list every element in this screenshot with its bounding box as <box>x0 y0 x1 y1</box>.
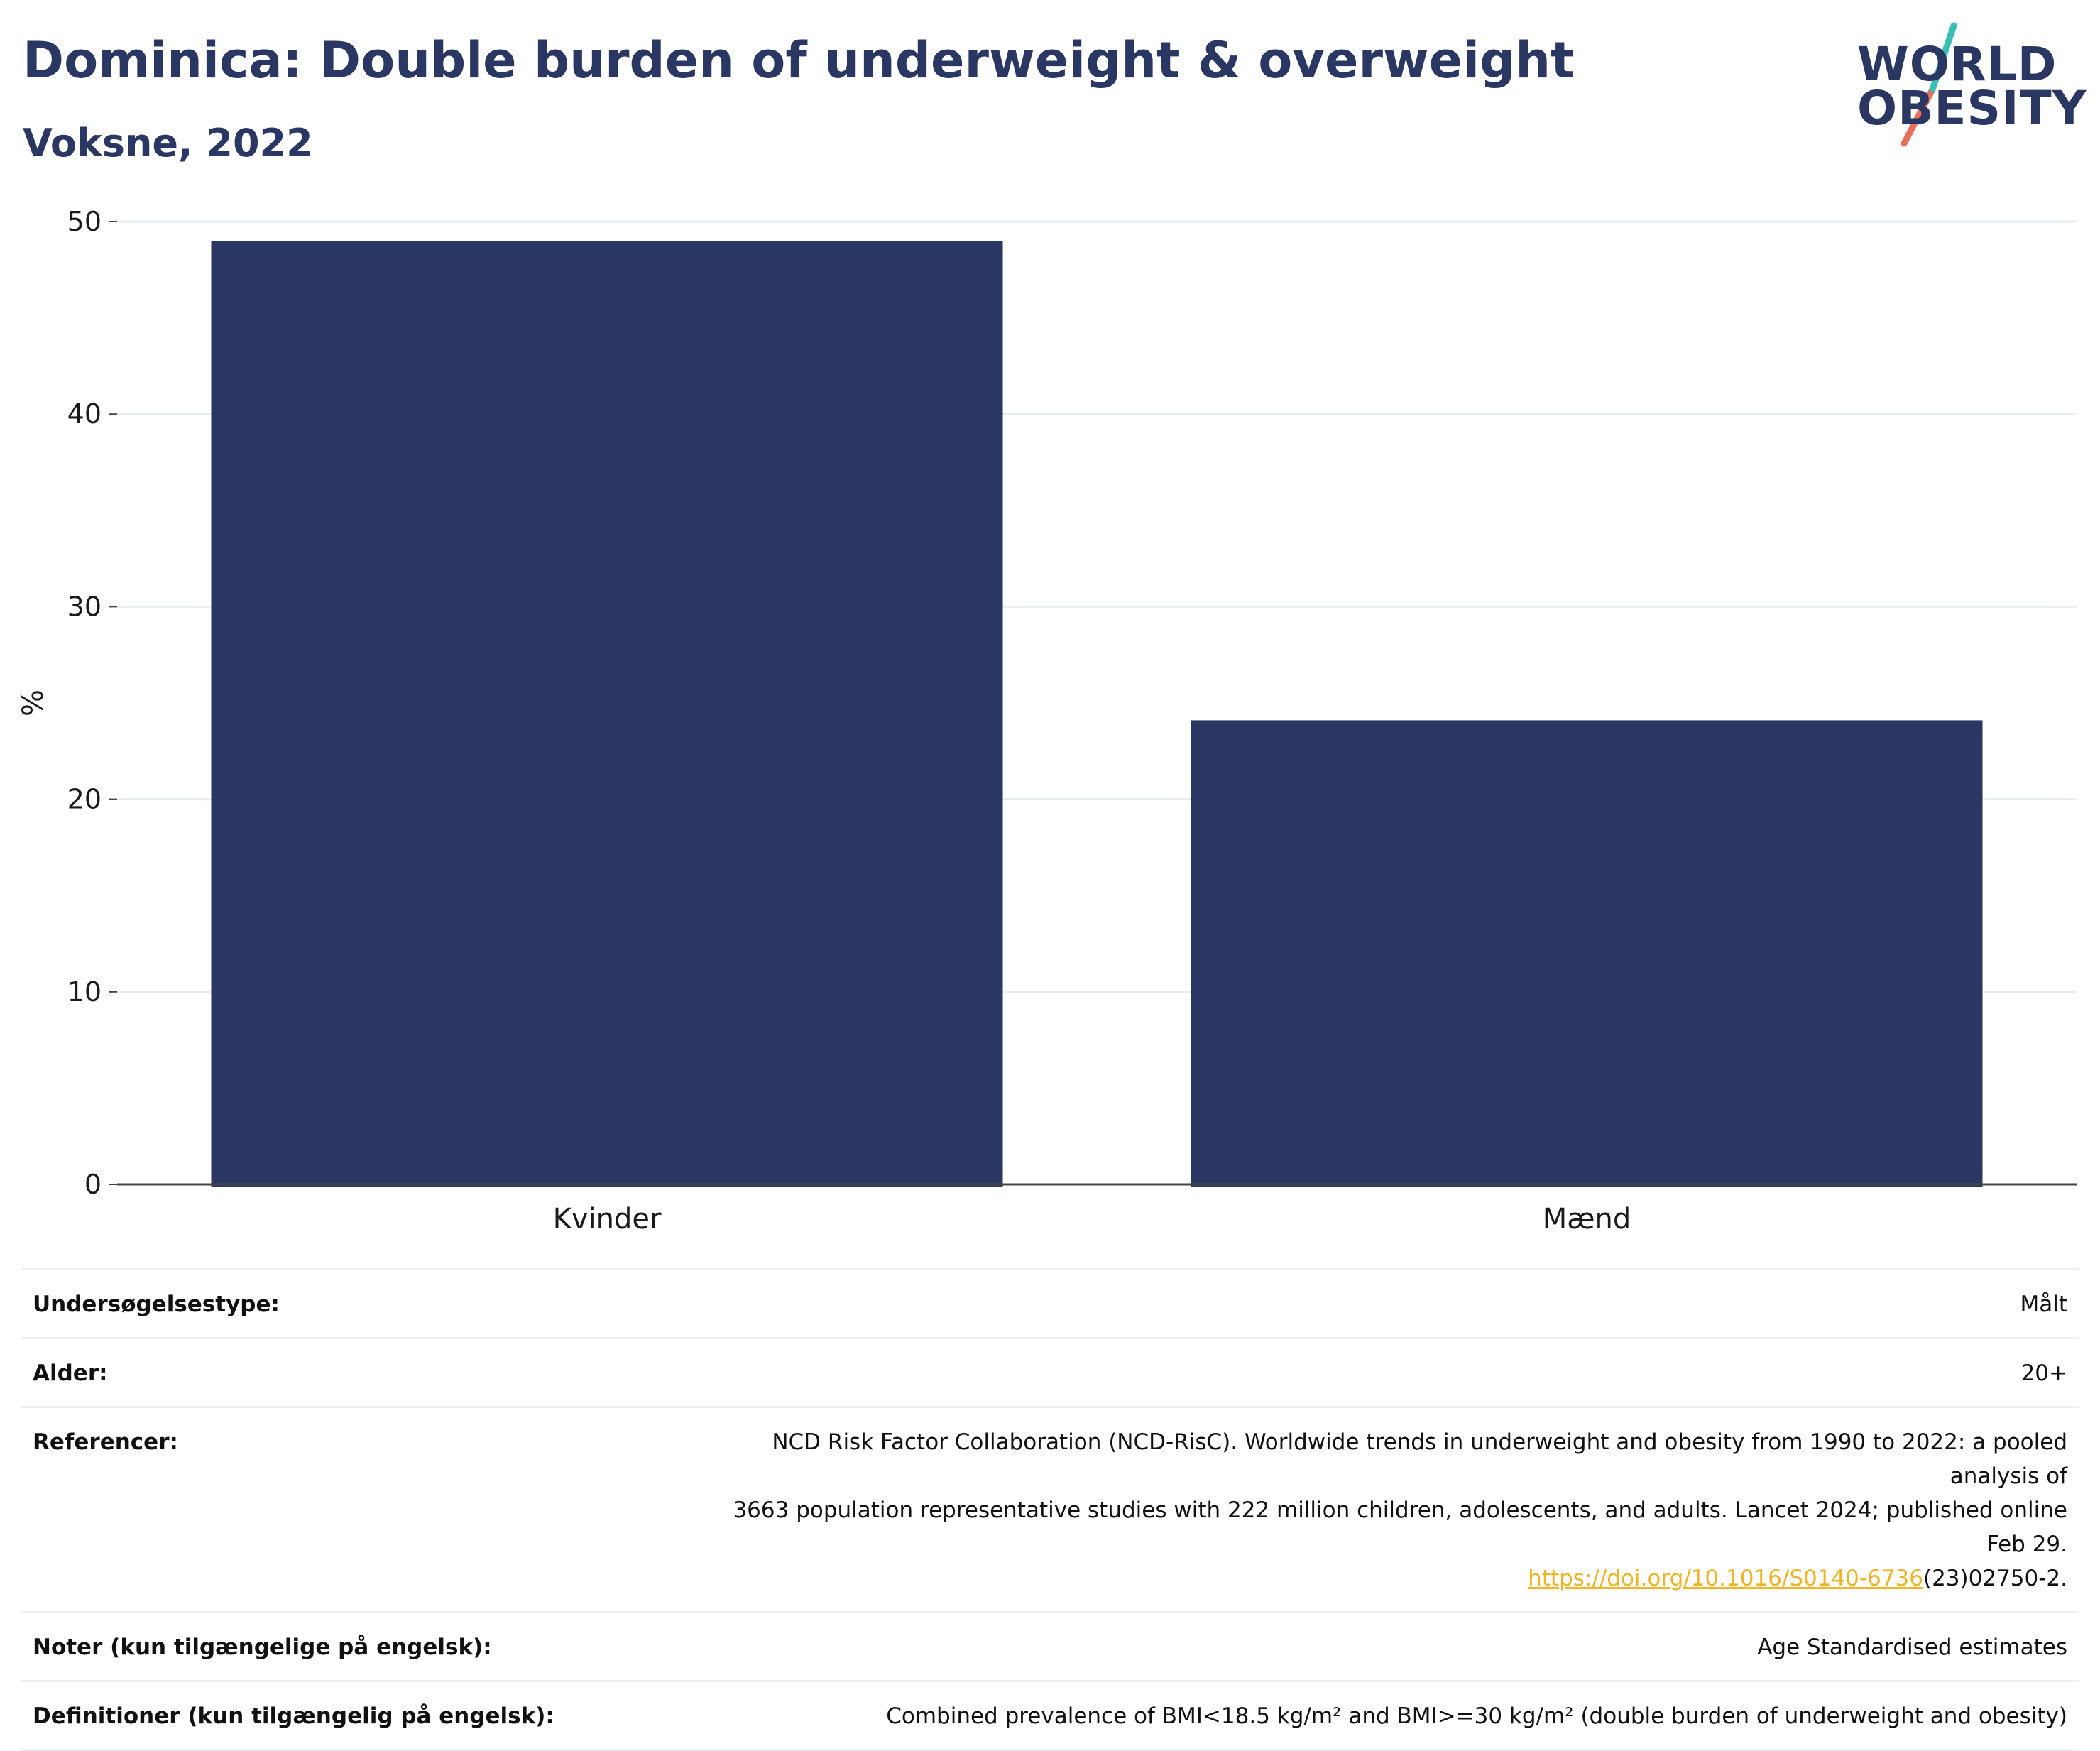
bars <box>211 241 1983 1187</box>
logo-line-obesity: OBESITY <box>1857 81 2087 136</box>
page-subtitle: Voksne, 2022 <box>23 121 313 165</box>
y-tick-label: 50 <box>67 206 102 237</box>
info-key: Undersøgelsestype: <box>33 1292 280 1317</box>
doi-suffix: (23)02750-2. <box>1923 1566 2067 1591</box>
info-value: Age Standardised estimates <box>1757 1635 2067 1660</box>
bar-chart: 0 10 20 30 40 50 Kvinder Mænd% <box>17 206 2077 1235</box>
x-category-label: Kvinder <box>553 1203 662 1235</box>
bar-mænd[interactable] <box>1191 720 1983 1187</box>
info-row-references: Referencer: NCD Risk Factor Collaboratio… <box>21 1407 2079 1613</box>
y-tick-label: 30 <box>67 591 102 622</box>
info-key: Definitioner (kun tilgængelig på engelsk… <box>33 1703 554 1729</box>
page-title: Dominica: Double burden of underweight &… <box>23 31 1575 89</box>
info-value: NCD Risk Factor Collaboration (NCD-RisC)… <box>683 1407 2079 1613</box>
info-key: Noter (kun tilgængelige på engelsk): <box>33 1635 492 1660</box>
bar-kvinder[interactable] <box>211 241 1003 1187</box>
info-key: Alder: <box>33 1360 108 1386</box>
reference-line-1: NCD Risk Factor Collaboration (NCD-RisC)… <box>772 1429 2067 1489</box>
y-tick-label: 0 <box>84 1169 102 1200</box>
logo-slash-icon <box>1901 22 1957 147</box>
axes: 0 10 20 30 40 50 Kvinder Mænd% <box>17 206 2077 1235</box>
info-table: Undersøgelsestype: Målt Alder: 20+ Refer… <box>21 1268 2079 1751</box>
doi-link[interactable]: https://doi.org/10.1016/S0140-6736 <box>1528 1566 1923 1591</box>
info-key: Referencer: <box>33 1429 178 1455</box>
reference-line-2: 3663 population representative studies w… <box>733 1498 2067 1557</box>
info-row-survey-type: Undersøgelsestype: Målt <box>21 1269 2079 1338</box>
info-value: Combined prevalence of BMI<18.5 kg/m² an… <box>886 1703 2067 1729</box>
info-value: 20+ <box>2020 1360 2067 1386</box>
y-tick-label: 40 <box>67 398 102 430</box>
y-axis-label: % <box>17 689 50 716</box>
info-value: Målt <box>2020 1292 2067 1317</box>
info-row-age: Alder: 20+ <box>21 1338 2079 1407</box>
info-row-notes: Noter (kun tilgængelige på engelsk): Age… <box>21 1612 2079 1681</box>
y-tick-label: 10 <box>67 976 102 1008</box>
logo-line-world: WORLD <box>1857 37 2057 92</box>
x-category-label: Mænd <box>1543 1203 1631 1235</box>
y-tick-label: 20 <box>67 784 102 815</box>
info-row-definitions: Definitioner (kun tilgængelig på engelsk… <box>21 1681 2079 1750</box>
